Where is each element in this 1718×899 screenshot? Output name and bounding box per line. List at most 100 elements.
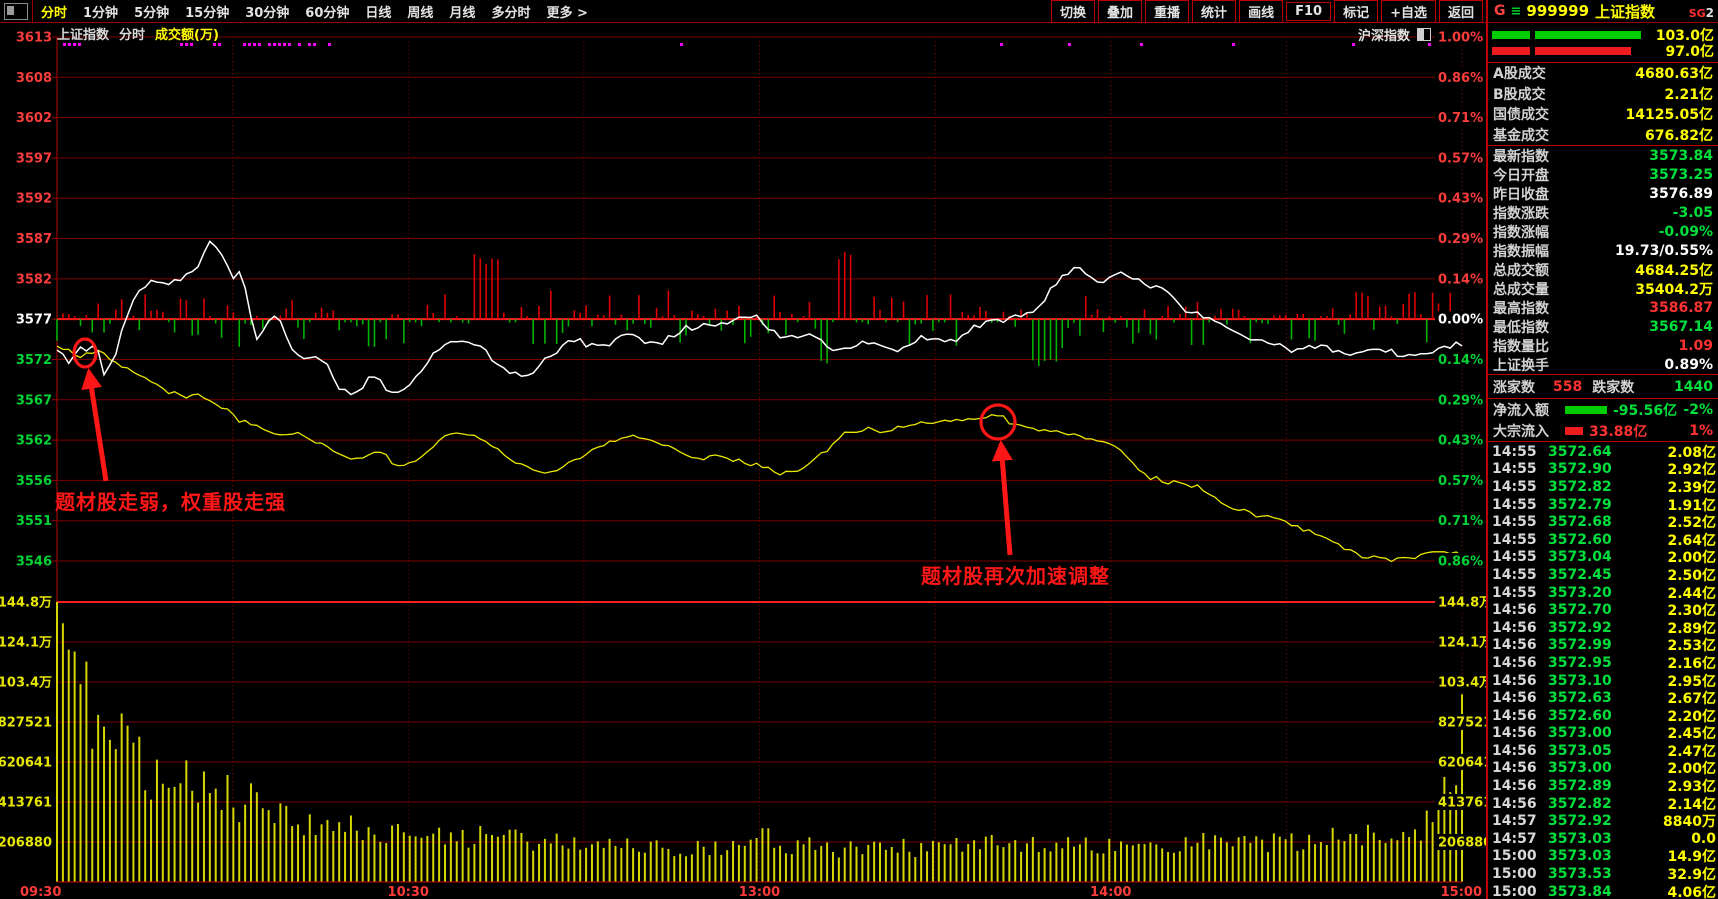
tick-row: 14:56 3572.95 2.16亿 (1492, 654, 1716, 672)
period-item[interactable]: 多分时 (491, 5, 531, 21)
svg-text:3546: 3546 (16, 555, 52, 570)
quote-value: 3573.25 (1649, 166, 1713, 183)
tick-time: 14:55 (1492, 443, 1537, 460)
symbol-code: 999999 (1526, 2, 1590, 20)
tool-button[interactable]: 画线 (1239, 0, 1284, 23)
svg-text:10:30: 10:30 (388, 885, 429, 899)
period-menu: 分时 1分钟 5分钟 15分钟 30分钟 60分钟 日线 周线 月线 多分时 更多 > (33, 2, 596, 21)
svg-text:0.57%: 0.57% (1438, 151, 1483, 166)
svg-text:144.8万: 144.8万 (1438, 596, 1486, 611)
tool-button[interactable]: 叠加 (1098, 0, 1143, 23)
tool-button[interactable]: 统计 (1192, 0, 1237, 23)
tick-price: 3573.84 (1548, 883, 1612, 899)
tick-amount: 2.00亿 (1667, 550, 1716, 567)
money-flow-rows: 净流入额 -95.56亿 -2% 大宗流入 33.88亿 1% (1488, 399, 1718, 442)
period-item[interactable]: 5分钟 (134, 5, 170, 21)
tick-time: 14:55 (1492, 514, 1537, 531)
window-icon[interactable] (4, 2, 28, 20)
tick-amount: 2.50亿 (1667, 567, 1716, 584)
quote-label: 指数涨幅 (1493, 224, 1549, 241)
quote-label: 最高指数 (1493, 300, 1549, 317)
svg-text:144.8万: 144.8万 (0, 596, 52, 611)
quote-value: 4680.63亿 (1635, 66, 1713, 83)
chart-area[interactable]: 3613 3608 3602 3597 3592 3587 3582 3577 3572 3567… (0, 23, 1486, 899)
svg-text:3572: 3572 (16, 353, 52, 368)
flow-percent: -2% (1683, 401, 1713, 418)
tool-button[interactable]: 切换 (1051, 0, 1096, 23)
tool-button[interactable]: F10 (1286, 1, 1332, 21)
svg-text:13:00: 13:00 (739, 885, 780, 899)
period-item[interactable]: 30分钟 (245, 5, 290, 21)
tick-amount: 2.67亿 (1667, 691, 1716, 708)
svg-text:124.1万: 124.1万 (0, 636, 52, 651)
tick-row: 14:55 3572.64 2.08亿 (1492, 443, 1716, 461)
quote-label: 总成交额 (1493, 262, 1549, 279)
tick-row: 14:57 3573.03 0.0 (1492, 830, 1716, 848)
tick-amount: 0.0 (1691, 830, 1716, 847)
flow-bar (1565, 405, 1607, 414)
topbar: 分时 1分钟 5分钟 15分钟 30分钟 60分钟 日线 周线 月线 多分时 更多 > 切换 叠加 重播… (0, 0, 1718, 23)
period-item[interactable]: 60分钟 (305, 5, 350, 21)
tick-price: 3572.60 (1548, 531, 1612, 548)
period-item[interactable]: 周线 (407, 5, 434, 21)
flow-label: 大宗流入 (1493, 423, 1549, 440)
tick-row: 14:55 3572.90 2.92亿 (1492, 461, 1716, 478)
checkbox-icon[interactable] (1417, 28, 1432, 41)
quote-value: 19.73/0.55% (1615, 242, 1713, 259)
tick-price: 3572.89 (1548, 778, 1612, 795)
svg-text:3613: 3613 (16, 31, 52, 46)
quote-label: 指数量比 (1493, 338, 1549, 355)
svg-text:413761: 413761 (1438, 796, 1486, 811)
period-item[interactable]: 更多 > (546, 5, 588, 21)
tick-row: 14:56 3572.89 2.93亿 (1492, 777, 1716, 795)
quote-label: 指数振幅 (1493, 243, 1549, 260)
tick-amount: 2.44亿 (1667, 585, 1716, 602)
decliners-label: 跌家数 (1592, 379, 1635, 396)
tool-button[interactable]: +自选 (1381, 0, 1436, 23)
menu-icon[interactable]: ≡ (1510, 3, 1522, 19)
toolbar: 切换 叠加 重播 统计 画线 F10 标记 +自选 返回 (1051, 0, 1486, 23)
tick-amount: 2.89亿 (1667, 620, 1716, 637)
quote-value: 1.09 (1678, 337, 1713, 354)
period-item[interactable]: 日线 (365, 5, 392, 21)
tick-time: 14:55 (1492, 478, 1537, 495)
annotation-text-1: 题材股走弱，权重股走强 (55, 490, 286, 514)
tick-row: 15:00 3573.84 4.06亿 (1492, 883, 1716, 899)
tool-button[interactable]: 返回 (1438, 0, 1483, 23)
svg-text:620641: 620641 (1438, 756, 1486, 771)
money-flow-row: 净流入额 -95.56亿 -2% (1493, 399, 1713, 420)
tick-row: 14:56 3572.70 2.30亿 (1492, 601, 1716, 619)
quote-label: 上证换手 (1493, 357, 1549, 374)
svg-text:3567: 3567 (16, 393, 52, 408)
tick-time: 14:56 (1492, 760, 1537, 777)
period-item[interactable]: 1分钟 (83, 5, 119, 21)
tool-button[interactable]: 标记 (1334, 0, 1379, 23)
quote-value: 3567.14 (1649, 318, 1713, 335)
overlay-toggle[interactable]: 沪深指数 (1358, 25, 1432, 44)
quote-value: 3586.87 (1649, 299, 1713, 316)
tick-price: 3572.82 (1548, 478, 1612, 495)
tick-list[interactable]: 14:55 3572.64 2.08亿 14:55 3572.90 2.92亿 14:55 3… (1488, 442, 1718, 899)
svg-text:206880: 206880 (1438, 836, 1486, 851)
tick-time: 14:56 (1492, 725, 1537, 742)
flow-label: 净流入额 (1493, 402, 1549, 419)
tool-button[interactable]: 重播 (1145, 0, 1190, 23)
period-item[interactable]: 月线 (449, 5, 476, 21)
tick-time: 15:00 (1492, 848, 1537, 865)
quote-label: 今日开盘 (1493, 167, 1549, 184)
tick-row: 14:57 3572.92 8840万 (1492, 812, 1716, 830)
period-item[interactable]: 15分钟 (185, 5, 230, 21)
svg-text:09:30: 09:30 (20, 885, 61, 899)
tick-price: 3572.60 (1548, 707, 1612, 724)
tick-time: 14:56 (1492, 619, 1537, 636)
quote-label: 国债成交 (1493, 107, 1549, 124)
tick-time: 14:56 (1492, 602, 1537, 619)
period-item[interactable]: 分时 (41, 5, 68, 21)
tick-price: 3573.00 (1548, 725, 1612, 742)
tick-row: 14:56 3573.05 2.47亿 (1492, 742, 1716, 760)
decliners-count: 1440 (1674, 378, 1713, 395)
chart-indicator-label[interactable]: 成交额(万) (155, 28, 219, 43)
tick-price: 3572.68 (1548, 514, 1612, 531)
intraday-chart[interactable]: 3613 3608 3602 3597 3592 3587 3582 3577 3572 3567… (0, 23, 1486, 899)
tick-row: 14:55 3572.45 2.50亿 (1492, 566, 1716, 584)
